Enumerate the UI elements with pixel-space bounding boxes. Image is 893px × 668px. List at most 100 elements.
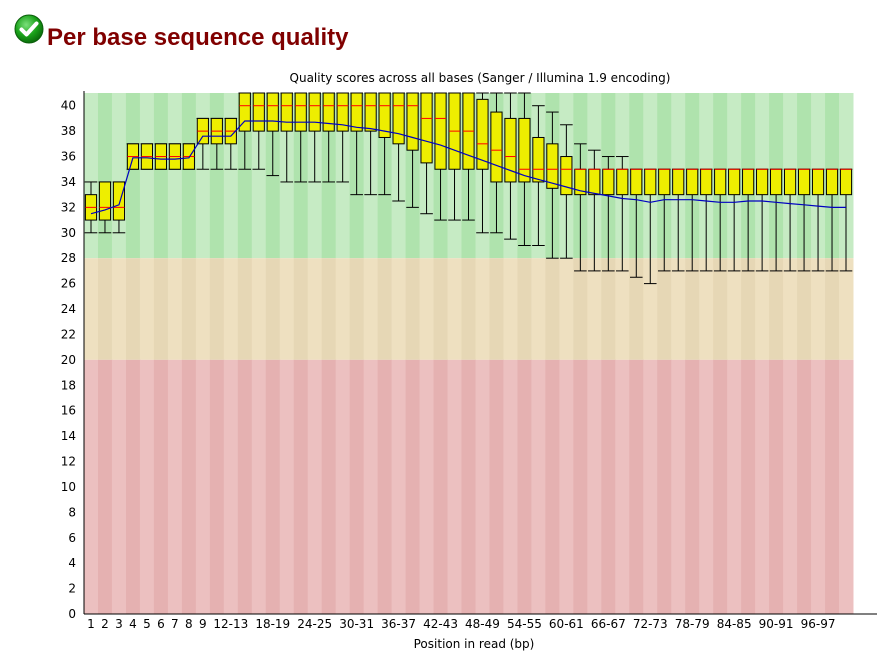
x-tick-label: 1	[87, 617, 95, 631]
zone-band-good	[195, 93, 211, 259]
zone-band-warning	[839, 258, 854, 360]
zone-band-fail	[223, 359, 239, 614]
zone-band-good	[153, 93, 169, 259]
x-tick-label: 36-37	[381, 617, 416, 631]
zone-band-fail	[419, 359, 435, 614]
box-32-33	[364, 92, 377, 132]
zone-band-warning	[279, 258, 295, 360]
zone-band-warning	[629, 258, 644, 360]
box-80-81	[700, 168, 713, 196]
zone-band-warning	[167, 258, 183, 360]
zone-band-fail	[797, 359, 812, 614]
zone-band-fail	[195, 359, 211, 614]
zone-band-good	[84, 93, 99, 259]
zone-band-fail	[475, 359, 490, 614]
zone-band-fail	[643, 359, 658, 614]
zone-band-fail	[167, 359, 183, 614]
zone-band-warning	[307, 258, 323, 360]
box-88-89	[756, 168, 769, 196]
mean-line-group	[90, 120, 846, 215]
x-tick-label: 18-19	[255, 617, 290, 631]
box-66-67	[602, 168, 615, 196]
box-18-19	[266, 92, 279, 132]
zone-band-warning	[223, 258, 239, 360]
zone-band-warning	[517, 258, 532, 360]
box-94-95	[797, 168, 811, 196]
box-56-57	[532, 136, 545, 183]
zone-band-fail	[559, 359, 574, 614]
box-36-37	[392, 92, 405, 145]
zone-band-fail	[307, 359, 323, 614]
box-74-75	[658, 168, 671, 196]
box-20-21	[280, 92, 293, 132]
x-tick-label: 96-97	[801, 617, 836, 631]
zone-band-warning	[727, 258, 742, 360]
zone-band-fail	[685, 359, 700, 614]
zone-band-fail	[293, 359, 309, 614]
box-58-59	[546, 143, 559, 189]
box-70-71	[630, 168, 643, 196]
zone-band-warning	[489, 258, 504, 360]
zone-band-fail	[447, 359, 463, 614]
y-tick-label: 20	[61, 353, 76, 367]
zone-band-fail	[531, 359, 546, 614]
zone-band-fail	[671, 359, 686, 614]
box-2	[98, 181, 112, 221]
x-tick-label: 84-85	[717, 617, 752, 631]
box-68-69	[616, 168, 629, 196]
zone-band-warning	[251, 258, 267, 360]
y-tick-label: 28	[61, 251, 76, 265]
zone-band-good	[97, 93, 113, 259]
zone-band-warning	[811, 258, 826, 360]
box-84-85	[728, 168, 741, 196]
box-76-77	[672, 168, 685, 196]
x-tick-label: 78-79	[675, 617, 710, 631]
box-26-27	[322, 92, 335, 132]
zone-band-fail	[573, 359, 588, 614]
zone-band-warning	[615, 258, 630, 360]
x-tick-label: 60-61	[549, 617, 584, 631]
zone-band-warning	[671, 258, 686, 360]
axes	[83, 91, 877, 615]
zone-band-warning	[293, 258, 309, 360]
y-tick-label: 22	[61, 327, 76, 341]
box-24-25	[308, 92, 321, 132]
box-16-17	[252, 92, 265, 132]
x-tick-label: 72-73	[633, 617, 668, 631]
y-tick-label: 0	[68, 607, 76, 621]
zone-band-warning	[587, 258, 602, 360]
x-tick-label: 6	[157, 617, 165, 631]
box-100-101	[839, 168, 853, 196]
x-tick-label: 42-43	[423, 617, 458, 631]
zone-band-fail	[615, 359, 630, 614]
zone-band-warning	[195, 258, 211, 360]
y-tick-label: 16	[61, 404, 76, 418]
zone-band-fail	[461, 359, 476, 614]
zone-band-warning	[97, 258, 113, 360]
zone-band-warning	[713, 258, 728, 360]
box-96-97	[811, 168, 825, 196]
x-tick-label: 7	[171, 617, 179, 631]
x-tick-label: 24-25	[297, 617, 332, 631]
zone-band-fail	[657, 359, 672, 614]
median-marks	[85, 105, 852, 208]
zone-band-warning	[153, 258, 169, 360]
x-tick-label: 90-91	[759, 617, 794, 631]
zone-band-warning	[377, 258, 393, 360]
zone-band-good	[139, 93, 155, 259]
x-tick-label: 66-67	[591, 617, 626, 631]
zone-band-warning	[741, 258, 756, 360]
y-tick-label: 30	[61, 226, 76, 240]
box-54-55	[518, 117, 531, 183]
zone-band-warning	[545, 258, 560, 360]
zone-band-good	[125, 93, 141, 259]
zone-band-warning	[755, 258, 770, 360]
zone-band-warning	[657, 258, 672, 360]
zone-band-fail	[349, 359, 365, 614]
zone-band-good	[181, 93, 197, 259]
zone-band-warning	[573, 258, 588, 360]
zone-band-warning	[419, 258, 435, 360]
y-tick-label: 40	[61, 99, 76, 113]
box-40-41	[420, 92, 433, 164]
